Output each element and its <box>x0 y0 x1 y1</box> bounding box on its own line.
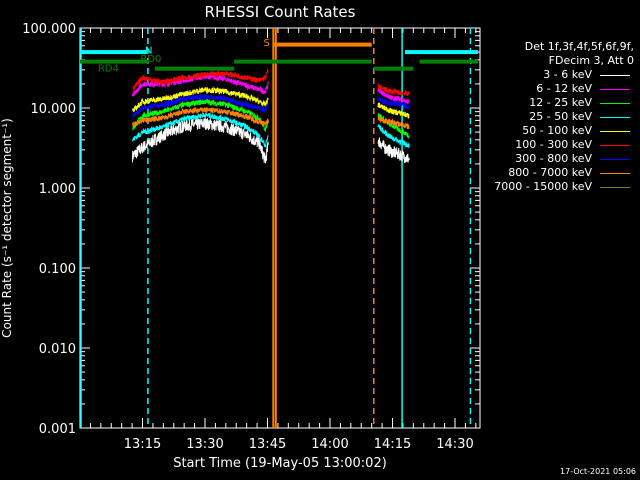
legend-swatch <box>600 117 630 118</box>
legend-label: 12 - 25 keV <box>529 96 592 109</box>
chart-annotation: N <box>145 46 152 57</box>
legend-item: 25 - 50 keV <box>484 110 634 124</box>
flag-bar <box>155 66 235 71</box>
flag-bar <box>80 50 147 55</box>
legend-swatch <box>600 173 630 174</box>
chart-legend: Det 1f,3f,4f,5f,6f,9f, FDecim 3, Att 0 3… <box>484 40 634 194</box>
plot-frame <box>79 27 481 429</box>
legend-swatch <box>600 103 630 104</box>
legend-item: 50 - 100 keV <box>484 124 634 138</box>
x-axis-label: Start Time (19-May-05 13:00:02) <box>173 456 387 471</box>
legend-swatch <box>600 131 630 132</box>
legend-swatch <box>600 75 630 76</box>
chart-annotation: RD0 <box>140 54 161 65</box>
series-line-5 <box>132 69 269 93</box>
timestamp: 17-Oct-2021 05:06 <box>560 467 636 476</box>
series-line-3 <box>132 112 269 148</box>
flag-bar <box>373 66 414 71</box>
y-tick-label: 0.100 <box>39 262 76 277</box>
legend-item: 7000 - 15000 keV <box>484 180 634 194</box>
series-line-6 <box>377 96 410 110</box>
flag-bar <box>273 42 372 47</box>
y-tick-label: 10.000 <box>31 102 77 117</box>
x-tick-label: 14:15 <box>374 437 411 452</box>
x-tick-label: 13:45 <box>249 437 286 452</box>
series-line-7 <box>132 106 269 128</box>
series-line-3 <box>377 124 410 148</box>
legend-label: 6 - 12 keV <box>536 82 592 95</box>
series-line-4 <box>132 86 269 113</box>
series-line-0 <box>132 117 269 164</box>
legend-label: 50 - 100 keV <box>522 124 592 137</box>
series-line-5 <box>377 83 410 97</box>
legend-label: 100 - 300 keV <box>515 138 592 151</box>
series-line-0 <box>377 137 410 164</box>
x-tick-label: 13:15 <box>124 437 161 452</box>
legend-header-line-1: Det 1f,3f,4f,5f,6f,9f, <box>524 40 634 53</box>
series-line-6 <box>132 92 269 118</box>
chart-annotation: S <box>263 38 269 49</box>
series-line-1 <box>377 86 410 105</box>
legend-item: 6 - 12 keV <box>484 82 634 96</box>
series-line-2 <box>132 98 269 133</box>
series-line-7 <box>377 115 410 129</box>
legend-label: 800 - 7000 keV <box>508 166 592 179</box>
x-tick-label: 14:30 <box>436 437 473 452</box>
flag-bar <box>419 59 478 64</box>
flag-bar <box>234 59 372 64</box>
y-tick-label: 0.001 <box>39 422 76 437</box>
legend-swatch <box>600 145 630 146</box>
y-tick-label: 100.000 <box>22 22 76 37</box>
flag-bar <box>80 59 149 64</box>
legend-item: 3 - 6 keV <box>484 68 634 82</box>
legend-item: 12 - 25 keV <box>484 96 634 110</box>
legend-label: 300 - 800 keV <box>515 152 592 165</box>
flag-bar <box>405 50 478 55</box>
chart-annotation: RD4 <box>98 64 119 75</box>
legend-header-line-2: FDecim 3, Att 0 <box>548 54 634 67</box>
series-line-4 <box>377 102 410 120</box>
legend-item: 800 - 7000 keV <box>484 166 634 180</box>
y-axis-label: Count Rate (s⁻¹ detector segment⁻¹) <box>0 118 14 338</box>
legend-item: 300 - 800 keV <box>484 152 634 166</box>
x-tick-label: 13:30 <box>186 437 223 452</box>
x-tick-label: 14:00 <box>311 437 348 452</box>
legend-label: 7000 - 15000 keV <box>494 180 592 193</box>
legend-swatch <box>600 187 630 188</box>
chart-title: RHESSI Count Rates <box>205 3 356 21</box>
legend-swatch <box>600 89 630 90</box>
legend-item: 100 - 300 keV <box>484 138 634 152</box>
legend-label: 25 - 50 keV <box>529 110 592 123</box>
y-tick-label: 1.000 <box>39 182 76 197</box>
legend-swatch <box>600 159 630 160</box>
legend-label: 3 - 6 keV <box>543 68 592 81</box>
y-tick-label: 0.010 <box>39 342 76 357</box>
